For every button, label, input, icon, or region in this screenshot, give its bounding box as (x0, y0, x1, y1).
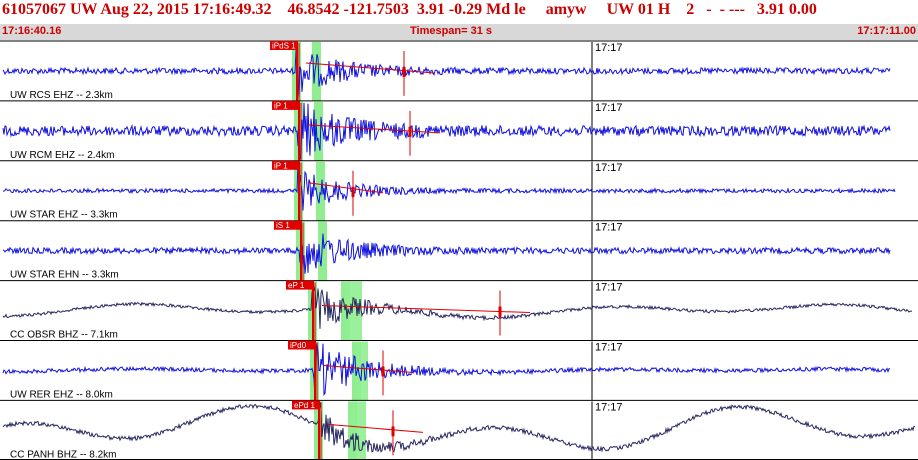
seismic-trace (3, 162, 896, 211)
seismic-trace (2, 285, 913, 329)
station-label: UW STAR EHZ -- 3.3km (10, 210, 118, 221)
pick-label: eP 1 (288, 281, 305, 290)
seismic-trace (2, 402, 915, 453)
coda-window (345, 281, 362, 341)
minute-tick-label: 17:17 (595, 401, 623, 413)
seismic-trace (2, 47, 891, 99)
pick-label-box[interactable] (274, 220, 302, 230)
minute-tick-label: 17:17 (595, 282, 623, 294)
seismic-trace (2, 233, 891, 274)
pick-label: ePd 1 (294, 401, 315, 410)
seismic-trace (2, 342, 890, 399)
station-label: UW RCM EHZ -- 2.4km (10, 150, 114, 161)
minute-tick-label: 17:17 (595, 102, 623, 114)
coda-fit-line (323, 364, 414, 373)
pick-label-box[interactable] (270, 41, 298, 50)
station-label: UW RER EHZ -- 8.0km (10, 389, 113, 400)
s-pick-window (312, 42, 321, 101)
coda-fit-line (327, 423, 424, 433)
coda-window (352, 401, 366, 460)
pick-label-box[interactable] (272, 160, 300, 170)
pick-label: iS 1 (276, 221, 290, 230)
minute-tick-label: 17:17 (595, 222, 623, 234)
pick-label: iP 1 (274, 161, 288, 170)
timespan-label: Timespan= 31 s (410, 25, 493, 37)
station-label: CC OBSR BHZ -- 7.1km (10, 330, 118, 341)
coda-fit-line (321, 305, 531, 314)
minute-tick-label: 17:17 (595, 42, 623, 54)
pick-label: iP 1 (274, 101, 288, 110)
pick-label-box[interactable] (288, 340, 316, 350)
time-end-label: 17:17:11.00 (857, 25, 916, 37)
s-pick-window (316, 161, 325, 221)
pick-label-box[interactable] (272, 100, 300, 110)
pick-label: iPd0 (290, 341, 307, 350)
seismic-trace (2, 102, 891, 160)
s-pick-window (314, 101, 323, 161)
s-pick-window (318, 221, 327, 281)
coda-fit-line (307, 124, 441, 134)
time-start-label: 17:16:40.16 (2, 25, 62, 37)
pick-label-box[interactable] (286, 280, 314, 290)
event-summary-title: 61057067 UW Aug 22, 2015 17:16:49.32 46.… (2, 1, 817, 18)
station-label: UW STAR EHN -- 3.3km (10, 270, 119, 281)
minute-tick-label: 17:17 (595, 162, 623, 174)
pick-label-box[interactable] (292, 400, 320, 410)
coda-fit-line (307, 182, 384, 194)
coda-fit-line (305, 62, 435, 74)
pick-label: iPdS 1 (272, 42, 296, 51)
minute-tick-label: 17:17 (595, 342, 623, 354)
time-bar: 17:16:40.16 Timespan= 31 s 17:17:11.00 (0, 24, 918, 40)
station-label: UW RCS EHZ -- 2.3km (10, 90, 113, 101)
station-label: CC PANH BHZ -- 8.2km (10, 449, 117, 460)
